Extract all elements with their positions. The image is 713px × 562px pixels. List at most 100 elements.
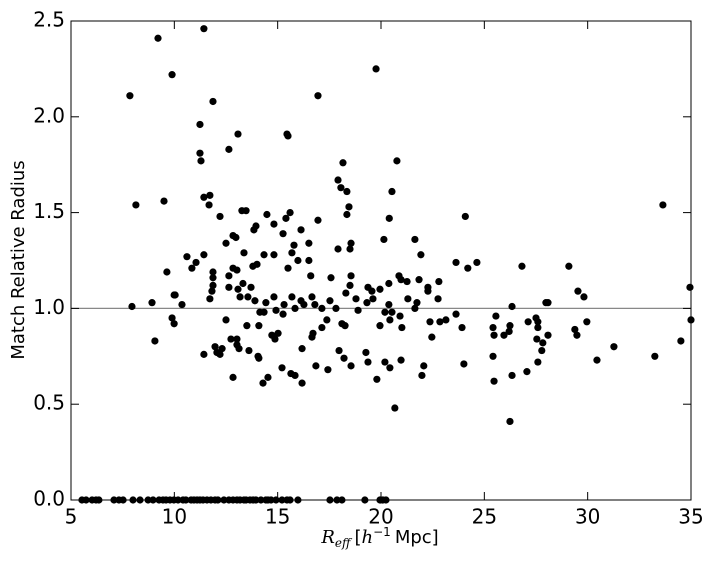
point (280, 300, 288, 309)
point (442, 316, 450, 324)
point (227, 335, 235, 343)
point (291, 371, 299, 380)
point (171, 291, 179, 299)
point (168, 314, 176, 322)
x-tick-label: 5 (65, 505, 78, 529)
point (225, 272, 233, 280)
point (270, 293, 278, 301)
point (272, 306, 280, 314)
point (345, 203, 353, 211)
point (308, 293, 316, 301)
x-tick-label: 20 (368, 505, 393, 529)
point (323, 316, 331, 324)
point (677, 337, 685, 345)
point (659, 201, 667, 209)
point (163, 268, 171, 276)
point (352, 295, 360, 303)
point (270, 251, 278, 259)
point (508, 371, 516, 380)
point (234, 285, 242, 293)
point (206, 295, 214, 303)
point (279, 230, 287, 238)
point (593, 356, 601, 364)
point (242, 207, 250, 215)
point (225, 283, 233, 291)
x-label-subscript: eff (335, 536, 353, 550)
point (196, 120, 204, 129)
point (305, 239, 313, 247)
point (343, 187, 351, 196)
point (308, 333, 316, 341)
x-tick-label: 15 (265, 505, 290, 529)
x-label-exponent: −1 (373, 525, 391, 539)
y-tick-label: 1.5 (33, 199, 65, 223)
point (413, 299, 421, 307)
point (490, 331, 498, 339)
point (259, 379, 267, 387)
point (506, 417, 514, 426)
point (385, 214, 393, 222)
point (188, 264, 196, 272)
point (264, 373, 272, 381)
point (386, 316, 394, 324)
point (376, 285, 384, 293)
point (197, 157, 205, 165)
point (327, 274, 335, 282)
point (218, 345, 226, 353)
point (343, 210, 351, 219)
point (154, 34, 162, 42)
point (489, 323, 497, 332)
point (417, 251, 425, 259)
point (544, 331, 552, 339)
point (236, 293, 244, 301)
point (403, 277, 411, 286)
point (420, 362, 428, 370)
point (243, 322, 251, 330)
point (216, 350, 224, 358)
point (415, 276, 423, 284)
point (262, 299, 270, 307)
point (565, 262, 573, 270)
point (260, 251, 268, 259)
point (183, 253, 191, 261)
point (132, 201, 140, 209)
point (160, 197, 168, 205)
point (340, 354, 348, 362)
point (168, 71, 176, 79)
point (452, 310, 460, 318)
point (686, 283, 694, 291)
point (347, 239, 355, 247)
point (386, 364, 394, 372)
point (337, 184, 345, 192)
point (326, 297, 334, 305)
point (278, 364, 286, 372)
point (206, 191, 214, 199)
point (500, 331, 508, 339)
point (239, 279, 247, 288)
point (286, 209, 294, 217)
point (240, 249, 248, 257)
point (397, 356, 405, 364)
point (300, 300, 308, 309)
point (388, 308, 396, 316)
point (492, 312, 500, 320)
x-axis-label: Reff [h−1 Mpc] (320, 525, 438, 550)
point (274, 329, 282, 337)
point (346, 245, 354, 253)
point (233, 335, 241, 343)
point (249, 262, 257, 270)
point (411, 304, 419, 312)
point (411, 235, 419, 244)
point (539, 339, 547, 347)
point (372, 65, 380, 73)
point (376, 322, 384, 330)
point (534, 318, 542, 326)
point (282, 214, 290, 222)
y-axis-label: Match Relative Radius (8, 160, 29, 359)
x-tick-label: 10 (162, 505, 187, 529)
point (200, 25, 208, 33)
point (148, 299, 156, 307)
point (318, 304, 326, 312)
point (208, 287, 216, 295)
